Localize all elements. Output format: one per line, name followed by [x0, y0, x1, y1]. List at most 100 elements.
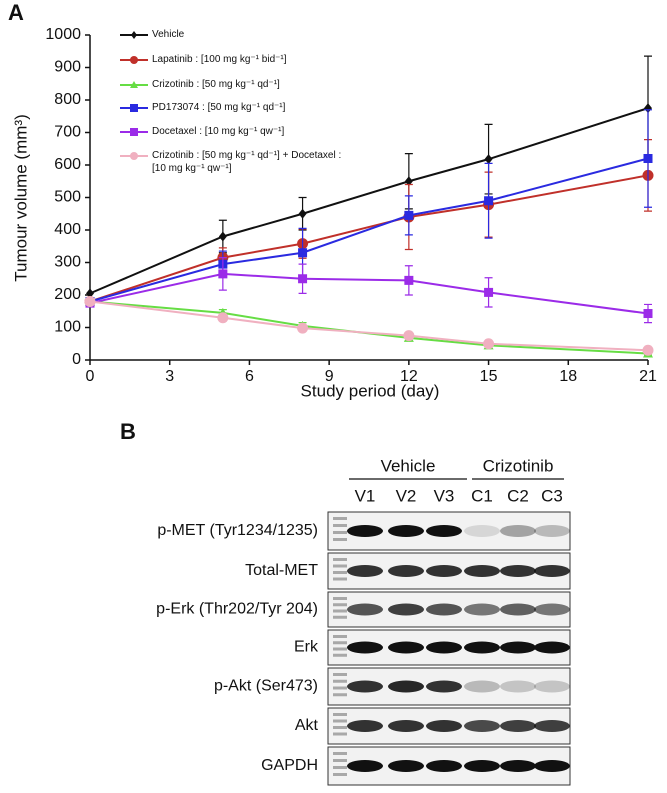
legend-label: Vehicle [152, 29, 185, 40]
marker [483, 338, 495, 350]
ladder-band [333, 647, 347, 651]
ladder-band [333, 615, 347, 619]
ladder-band [333, 571, 347, 574]
x-tick-label: 12 [400, 368, 418, 385]
y-tick-label: 500 [54, 189, 81, 206]
blot-band [500, 680, 536, 693]
ladder-band [333, 564, 347, 568]
y-tick-label: 900 [54, 59, 81, 76]
y-tick-label: 600 [54, 156, 81, 173]
y-tick-label: 700 [54, 124, 81, 141]
blot-band [534, 760, 570, 772]
marker [403, 330, 415, 342]
blot-band [464, 760, 500, 772]
legend-marker [130, 81, 138, 88]
blot-band [388, 525, 424, 537]
blot-band [500, 525, 536, 537]
ladder-band [333, 773, 347, 776]
x-tick-label: 18 [559, 368, 577, 385]
marker [404, 275, 414, 285]
y-tick-label: 200 [54, 286, 81, 303]
blot-band [534, 680, 570, 693]
row-label: Akt [295, 717, 319, 734]
blot-band [426, 720, 462, 732]
blot-band [388, 565, 424, 577]
row-label: Erk [294, 639, 319, 656]
series-line [89, 107, 649, 295]
lane-label: C2 [507, 486, 529, 505]
marker [298, 208, 307, 219]
marker [297, 322, 309, 334]
blot-band [347, 603, 383, 616]
blot-band [534, 720, 570, 732]
blot-band [347, 565, 383, 577]
legend-marker [130, 152, 138, 160]
blot-band [500, 603, 536, 616]
blot-band [347, 760, 383, 772]
marker [218, 231, 227, 242]
marker [84, 296, 96, 307]
x-tick-label: 15 [480, 368, 498, 385]
ladder-band [333, 679, 347, 683]
blot-band [464, 680, 500, 693]
legend-label: Lapatinib : [100 mg kg⁻¹ bid⁻¹] [152, 54, 287, 65]
y-axis-label: Tumour volume (mm³) [11, 114, 30, 282]
ladder-band [333, 686, 347, 690]
blot-band [500, 760, 536, 772]
marker [298, 248, 308, 258]
blot-band [534, 603, 570, 616]
series-line [89, 157, 649, 303]
ladder-band [333, 713, 347, 716]
x-tick-label: 0 [86, 368, 95, 385]
lane-label: V2 [396, 486, 417, 505]
ladder-band [333, 597, 347, 600]
marker [644, 103, 652, 114]
blot-band [500, 565, 536, 577]
y-tick-label: 300 [54, 254, 81, 271]
marker [404, 176, 413, 187]
blot-band [500, 720, 536, 732]
panel-label: A [8, 0, 24, 25]
ladder-band [333, 524, 347, 527]
blot-band [426, 565, 462, 577]
blot-band [426, 680, 462, 693]
series-line [89, 174, 649, 303]
x-tick-label: 9 [325, 368, 334, 385]
blot-band [464, 525, 500, 537]
series-line [89, 272, 649, 315]
blot-band [388, 603, 424, 616]
y-tick-label: 1000 [45, 26, 81, 43]
legend-marker [131, 31, 137, 39]
ladder-band [333, 641, 347, 645]
blot-band [388, 760, 424, 772]
ladder-band [333, 719, 347, 723]
marker [484, 287, 494, 297]
ladder-band [333, 759, 347, 762]
marker [484, 196, 494, 206]
row-label: GAPDH [261, 757, 318, 774]
ladder-band [333, 603, 347, 607]
blot-band [534, 565, 570, 577]
blot-band [534, 641, 570, 654]
row-label: p-Akt (Ser473) [214, 678, 318, 695]
lane-label: V1 [355, 486, 376, 505]
blot-band [534, 525, 570, 537]
marker [86, 288, 94, 299]
ladder-band [333, 538, 347, 541]
blot-band [347, 641, 383, 654]
ladder-band [333, 517, 347, 520]
group-label: Crizotinib [483, 456, 554, 475]
lane-label: C3 [541, 486, 563, 505]
y-tick-label: 100 [54, 319, 81, 336]
marker [298, 274, 308, 284]
blot-band [347, 680, 383, 693]
ladder-band [333, 766, 347, 769]
ladder-band [333, 558, 347, 561]
marker [484, 154, 493, 165]
ladder-band [333, 635, 347, 638]
marker [218, 269, 228, 279]
row-label: p-MET (Tyr1234/1235) [157, 522, 318, 539]
blot-band [388, 641, 424, 654]
